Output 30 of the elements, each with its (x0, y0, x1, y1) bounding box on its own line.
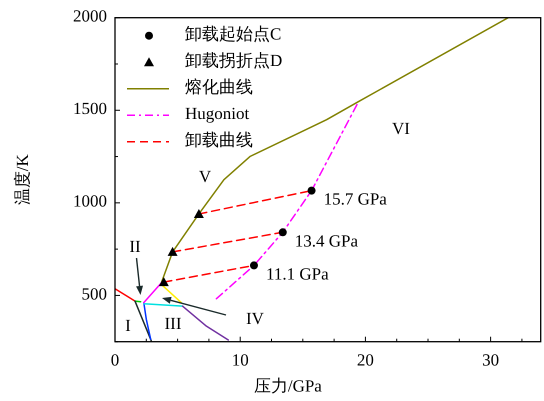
y-tick-label: 1500 (73, 99, 107, 118)
legend-label: 卸载起始点C (185, 24, 282, 44)
y-axis-title: 温度/K (13, 153, 32, 206)
annotation: IV (246, 308, 265, 328)
point (168, 246, 178, 256)
y-tick-label: 2000 (73, 6, 107, 26)
point (158, 277, 169, 286)
annotation: II (129, 236, 141, 256)
annotation: 13.4 GPa (294, 231, 359, 250)
x-axis-title: 压力/GPa (254, 376, 322, 396)
legend-label: 卸载曲线 (185, 130, 253, 150)
annotation: I (125, 316, 132, 335)
point (194, 208, 204, 218)
point (308, 186, 316, 195)
legend-label: 卸载拐折点D (185, 51, 282, 70)
annotation: VI (392, 118, 410, 138)
point (250, 261, 258, 270)
x-tick-label: 20 (356, 350, 374, 370)
y-tick-label: 500 (82, 284, 107, 304)
x-tick-label: 30 (482, 350, 500, 370)
annotation: 15.7 GPa (324, 190, 388, 209)
annotation: V (198, 166, 212, 186)
legend-label: Hugoniot (185, 104, 250, 124)
legend-label: 熔化曲线 (185, 78, 253, 97)
annotation: 11.1 GPa (266, 264, 330, 284)
point (278, 228, 287, 236)
x-tick-label: 10 (232, 350, 249, 370)
x-tick-label: 0 (110, 350, 120, 370)
y-tick-label: 1000 (73, 192, 107, 211)
annotation: III (164, 314, 182, 333)
